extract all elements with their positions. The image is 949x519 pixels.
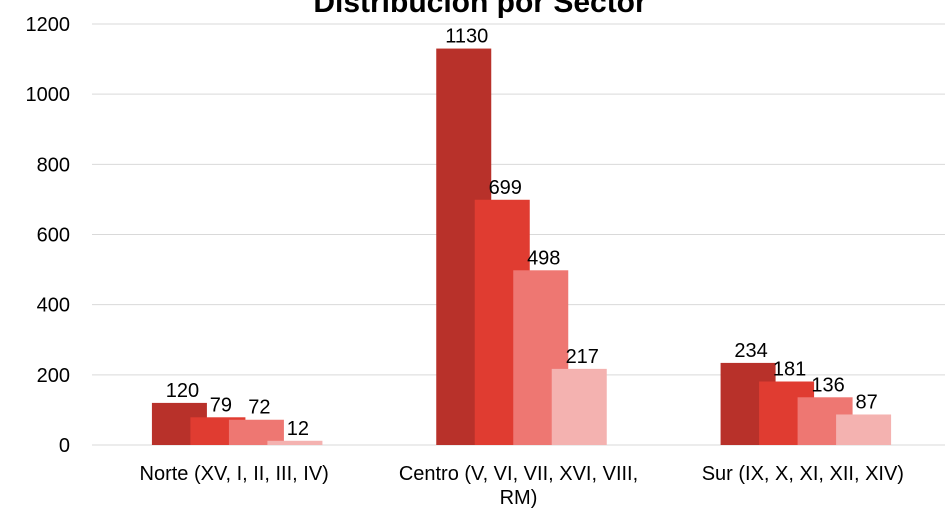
y-tick-label: 200 bbox=[37, 365, 70, 387]
data-label: 87 bbox=[855, 391, 877, 413]
bar bbox=[551, 368, 607, 445]
bar bbox=[267, 440, 323, 445]
data-label: 234 bbox=[734, 340, 767, 362]
chart-title: Distribución por Sector bbox=[313, 0, 647, 19]
data-label: 699 bbox=[489, 177, 522, 199]
data-label: 498 bbox=[527, 247, 560, 269]
data-label: 12 bbox=[287, 418, 309, 440]
x-tick-label: Sur (IX, X, XI, XII, XIV) bbox=[702, 463, 904, 485]
data-label: 72 bbox=[248, 397, 270, 419]
y-tick-label: 1200 bbox=[26, 14, 71, 36]
data-label: 1130 bbox=[445, 26, 488, 48]
data-label: 181 bbox=[773, 358, 806, 380]
data-label: 136 bbox=[811, 374, 844, 396]
y-tick-label: 600 bbox=[37, 225, 70, 247]
data-label: 120 bbox=[166, 380, 199, 402]
y-tick-label: 800 bbox=[37, 154, 70, 176]
bar bbox=[836, 414, 892, 445]
data-label: 79 bbox=[210, 394, 232, 416]
data-label: 217 bbox=[566, 346, 599, 368]
x-tick-label: Centro (V, VI, VII, XVI, VIII, RM) bbox=[399, 463, 638, 509]
y-tick-label: 1000 bbox=[26, 84, 71, 106]
y-tick-label: 400 bbox=[37, 295, 70, 317]
y-tick-label: 0 bbox=[59, 435, 70, 457]
x-tick-label: Norte (XV, I, II, III, IV) bbox=[140, 463, 329, 485]
